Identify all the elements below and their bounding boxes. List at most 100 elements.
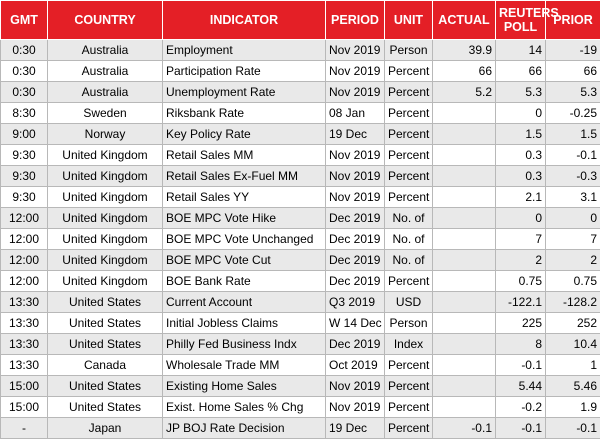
table-cell bbox=[433, 103, 496, 124]
table-cell: -0.2 bbox=[496, 397, 546, 418]
column-header: COUNTRY bbox=[48, 1, 163, 40]
table-cell: Percent bbox=[385, 187, 433, 208]
table-cell: 0.3 bbox=[496, 145, 546, 166]
table-cell: Nov 2019 bbox=[326, 187, 385, 208]
table-cell bbox=[433, 166, 496, 187]
table-cell: 0.3 bbox=[496, 166, 546, 187]
table-cell: United Kingdom bbox=[48, 208, 163, 229]
table-cell: Dec 2019 bbox=[326, 250, 385, 271]
table-cell: Wholesale Trade MM bbox=[163, 355, 326, 376]
table-cell: 14 bbox=[496, 40, 546, 61]
table-cell: BOE MPC Vote Hike bbox=[163, 208, 326, 229]
table-cell: Percent bbox=[385, 166, 433, 187]
table-cell: BOE MPC Vote Cut bbox=[163, 250, 326, 271]
table-cell: Key Policy Rate bbox=[163, 124, 326, 145]
table-cell: United States bbox=[48, 397, 163, 418]
table-cell: -0.1 bbox=[496, 418, 546, 439]
table-cell: United States bbox=[48, 292, 163, 313]
table-cell: 7 bbox=[496, 229, 546, 250]
table-cell: Percent bbox=[385, 103, 433, 124]
table-cell: Current Account bbox=[163, 292, 326, 313]
table-cell: United Kingdom bbox=[48, 229, 163, 250]
table-cell: 5.2 bbox=[433, 82, 496, 103]
table-cell: 1.5 bbox=[496, 124, 546, 145]
table-cell: 0 bbox=[496, 208, 546, 229]
column-header: PERIOD bbox=[326, 1, 385, 40]
table-cell: 1.5 bbox=[546, 124, 600, 145]
column-header: UNIT bbox=[385, 1, 433, 40]
table-cell: Percent bbox=[385, 145, 433, 166]
table-cell: Retail Sales YY bbox=[163, 187, 326, 208]
table-cell: United States bbox=[48, 376, 163, 397]
column-header: INDICATOR bbox=[163, 1, 326, 40]
table-cell: 3.1 bbox=[546, 187, 600, 208]
table-cell: Canada bbox=[48, 355, 163, 376]
table-cell: Percent bbox=[385, 355, 433, 376]
table-cell: Nov 2019 bbox=[326, 376, 385, 397]
table-cell: 8 bbox=[496, 334, 546, 355]
table-cell: 10.4 bbox=[546, 334, 600, 355]
table-cell: 15:00 bbox=[1, 397, 48, 418]
table-cell: Percent bbox=[385, 397, 433, 418]
table-cell: 2 bbox=[496, 250, 546, 271]
table-cell: 39.9 bbox=[433, 40, 496, 61]
table-cell: Australia bbox=[48, 82, 163, 103]
table-cell: -128.2 bbox=[546, 292, 600, 313]
table-cell: 1.9 bbox=[546, 397, 600, 418]
table-cell: 0.75 bbox=[496, 271, 546, 292]
table-cell: -0.25 bbox=[546, 103, 600, 124]
table-cell: Participation Rate bbox=[163, 61, 326, 82]
table-cell: No. of bbox=[385, 250, 433, 271]
table-cell: 12:00 bbox=[1, 208, 48, 229]
table-cell: Nov 2019 bbox=[326, 397, 385, 418]
table-cell: -19 bbox=[546, 40, 600, 61]
table-cell: 0:30 bbox=[1, 82, 48, 103]
table-cell: Person bbox=[385, 313, 433, 334]
table-cell: United Kingdom bbox=[48, 166, 163, 187]
table-cell bbox=[433, 313, 496, 334]
table-cell: Dec 2019 bbox=[326, 208, 385, 229]
table-cell: Percent bbox=[385, 418, 433, 439]
table-cell: Percent bbox=[385, 376, 433, 397]
table-cell: 12:00 bbox=[1, 229, 48, 250]
table-cell: 1 bbox=[546, 355, 600, 376]
table-cell: -0.1 bbox=[496, 355, 546, 376]
table-cell: No. of bbox=[385, 208, 433, 229]
table-cell: Employment bbox=[163, 40, 326, 61]
table-cell: Dec 2019 bbox=[326, 334, 385, 355]
table-cell: 9:30 bbox=[1, 166, 48, 187]
table-cell: Index bbox=[385, 334, 433, 355]
table-cell: 5.3 bbox=[496, 82, 546, 103]
table-cell: Nov 2019 bbox=[326, 82, 385, 103]
table-cell: 0.75 bbox=[546, 271, 600, 292]
table-cell: 12:00 bbox=[1, 250, 48, 271]
table-cell bbox=[433, 208, 496, 229]
table-cell: Sweden bbox=[48, 103, 163, 124]
table-cell: 5.44 bbox=[496, 376, 546, 397]
table-cell: United Kingdom bbox=[48, 271, 163, 292]
table-cell: Initial Jobless Claims bbox=[163, 313, 326, 334]
table-cell bbox=[433, 334, 496, 355]
table-cell: 08 Jan bbox=[326, 103, 385, 124]
table-cell: 9:30 bbox=[1, 187, 48, 208]
table-cell: USD bbox=[385, 292, 433, 313]
table-cell bbox=[433, 250, 496, 271]
table-cell: Q3 2019 bbox=[326, 292, 385, 313]
table-cell: Percent bbox=[385, 82, 433, 103]
column-header: REUTERS POLL bbox=[496, 1, 546, 40]
table-cell: United Kingdom bbox=[48, 250, 163, 271]
table-cell bbox=[433, 187, 496, 208]
table-cell: United States bbox=[48, 313, 163, 334]
table-cell: 0:30 bbox=[1, 61, 48, 82]
